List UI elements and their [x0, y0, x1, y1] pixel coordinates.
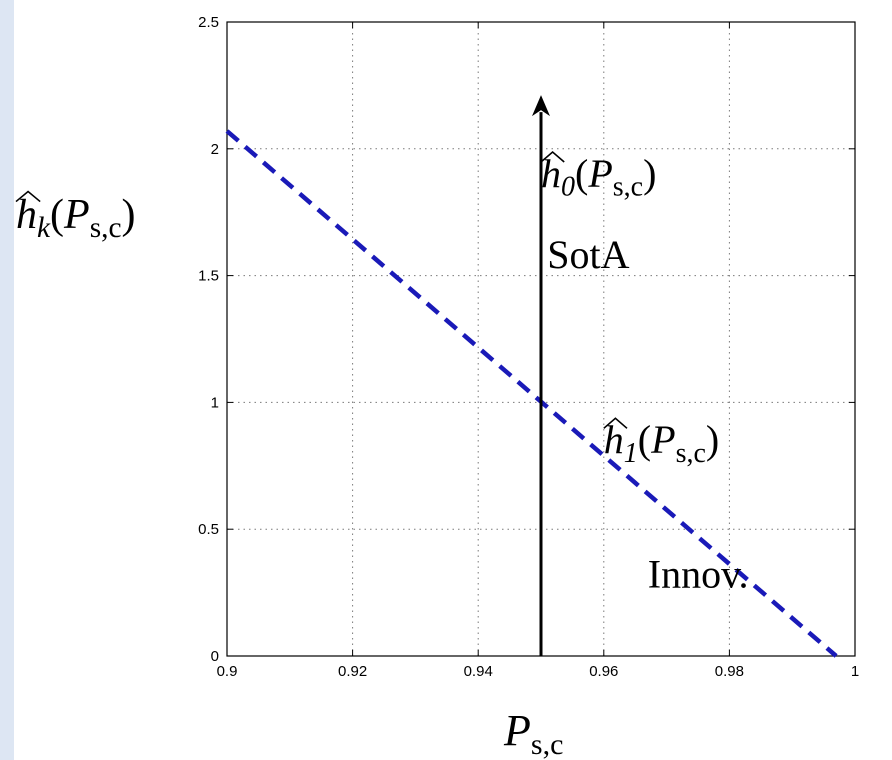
series — [225, 95, 838, 658]
annotation-innov: Innov. — [648, 552, 749, 597]
dashed-series-line — [225, 129, 838, 658]
annotation-h1-text: h1(Ps,c) — [604, 417, 719, 469]
arrow-head — [532, 95, 550, 117]
y-axis-label: hk(Ps,c) — [15, 190, 136, 244]
annotation-h1-hat — [603, 417, 628, 429]
annotation-h1: h1(Ps,c) — [603, 417, 719, 469]
x-tick-label: 0.92 — [338, 663, 367, 680]
y-tick-label: 1.5 — [198, 268, 219, 285]
annotation-h0-hat — [540, 150, 565, 163]
annotation-h0: h0(Ps,c) — [540, 150, 656, 203]
x-tick-label: 0.96 — [589, 663, 618, 680]
figure: 0.9 0.92 0.94 0.96 0.98 1 0 0.5 1 1.5 2 2.5 h0(Ps,c… — [14, 0, 892, 760]
y-axis-label-hat — [15, 190, 41, 203]
y-tick-label: 0.5 — [198, 521, 219, 538]
annotation-h0-text: h0(Ps,c) — [541, 151, 656, 203]
ticks: 0.9 0.92 0.94 0.96 0.98 1 0 0.5 1 1.5 2 2.5 — [198, 14, 859, 680]
y-tick-label: 2.5 — [198, 14, 219, 31]
x-tick-label: 0.94 — [464, 663, 493, 680]
y-tick-label: 2 — [211, 141, 219, 158]
x-tick-label: 0.98 — [715, 663, 744, 680]
x-tick-label: 1 — [851, 663, 859, 680]
x-axis-label: Ps,c — [503, 706, 563, 760]
plot-svg: 0.9 0.92 0.94 0.96 0.98 1 0 0.5 1 1.5 2 2.5 h0(Ps,c… — [15, 14, 859, 760]
y-axis-label-text: hk(Ps,c) — [16, 192, 136, 244]
y-tick-label: 0 — [211, 648, 219, 665]
axis-labels: Ps,c hk(Ps,c) — [15, 190, 563, 760]
x-tick-label: 0.9 — [217, 663, 238, 680]
y-tick-label: 1 — [211, 394, 219, 411]
annotations: h0(Ps,c) SotA h1(Ps,c) Innov. — [540, 150, 749, 597]
annotation-sota: SotA — [547, 232, 629, 277]
